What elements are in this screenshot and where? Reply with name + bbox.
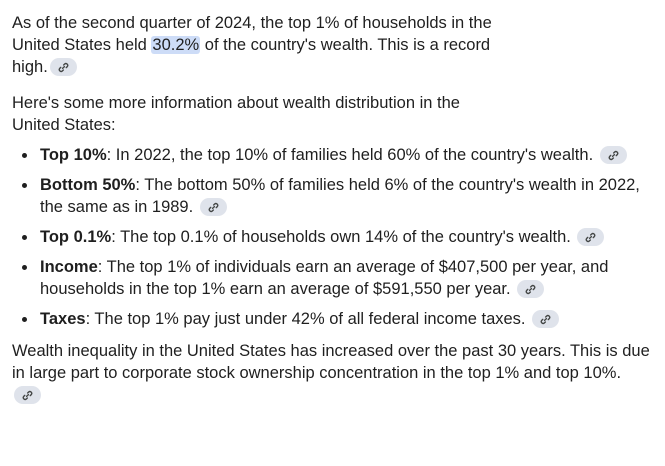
link-icon [208, 202, 219, 212]
ai-answer: As of the second quarter of 2024, the to… [12, 12, 653, 406]
bullet-text: : The bottom 50% of families held 6% of … [40, 176, 640, 216]
bullet-term: Top 10% [40, 146, 107, 164]
highlighted-figure: 30.2% [151, 36, 201, 54]
link-icon [608, 150, 619, 160]
link-icon [525, 284, 536, 294]
list-item: Bottom 50%: The bottom 50% of families h… [12, 174, 640, 218]
bullet-dot [22, 153, 27, 158]
bullet-term: Taxes [40, 310, 86, 328]
list-item: Taxes: The top 1% pay just under 42% of … [12, 308, 640, 330]
source-link-chip[interactable] [14, 385, 41, 404]
list-item: Top 10%: In 2022, the top 10% of familie… [12, 144, 640, 166]
intro-text-after: of the country's wealth. This is a recor… [12, 36, 491, 76]
list-item: Top 0.1%: The top 0.1% of households own… [12, 226, 640, 248]
closing-paragraph: Wealth inequality in the United States h… [12, 340, 652, 406]
bullet-text: : The top 1% of individuals earn an aver… [40, 258, 609, 298]
closing-text: Wealth inequality in the United States h… [12, 342, 650, 382]
bullet-text: : The top 1% pay just under 42% of all f… [85, 310, 526, 328]
intro-text-before: As of the second quarter of 2024, the to… [12, 14, 492, 54]
link-icon [586, 232, 596, 242]
lead-paragraph: Here's some more information about wealt… [12, 94, 460, 134]
source-link-chip[interactable] [517, 279, 545, 298]
wealth-facts-list: Top 10%: In 2022, the top 10% of familie… [12, 144, 653, 330]
link-icon [58, 62, 69, 72]
source-link-chip[interactable] [599, 145, 627, 164]
link-icon [22, 390, 33, 400]
bullet-dot [22, 235, 27, 240]
bullet-text: : In 2022, the top 10% of families held … [106, 146, 594, 164]
bullet-dot [22, 265, 27, 270]
bullet-text: : The top 0.1% of households own 14% of … [111, 228, 571, 246]
intro-paragraph: As of the second quarter of 2024, the to… [12, 12, 502, 78]
bullet-dot [22, 317, 27, 322]
source-link-chip[interactable] [49, 57, 77, 76]
source-link-chip[interactable] [577, 227, 605, 246]
bullet-term: Income [40, 258, 98, 276]
bullet-dot [22, 183, 27, 188]
bullet-term: Top 0.1% [40, 228, 112, 246]
source-link-chip[interactable] [532, 309, 560, 328]
bullet-term: Bottom 50% [40, 176, 136, 194]
source-link-chip[interactable] [199, 197, 227, 216]
list-item: Income: The top 1% of individuals earn a… [12, 256, 640, 300]
link-icon [540, 314, 551, 324]
